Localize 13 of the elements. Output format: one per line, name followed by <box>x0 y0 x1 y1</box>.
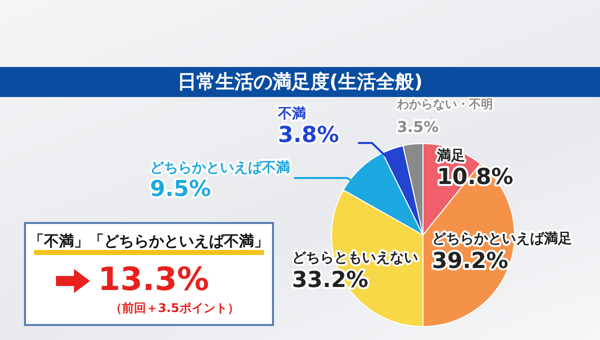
slice-label: 満足 <box>436 148 465 164</box>
text: 「不満」「どちらかといえば不満」 <box>28 232 270 251</box>
slice-label: 不満 <box>277 106 306 122</box>
slice-label: わからない・不明 <box>396 97 493 111</box>
text: 13.3% <box>98 260 210 298</box>
slice-label: どちらかといえば不満 <box>150 160 290 176</box>
data-label: 9.5% <box>150 177 212 202</box>
data-label: 39.2% <box>432 249 508 274</box>
text: （前回＋3.5ポイント） <box>110 300 240 317</box>
data-label: 3.8% <box>278 123 340 148</box>
slice-label: どちらともいえない <box>292 250 418 266</box>
data-label: 3.5% <box>397 118 439 136</box>
chart-title: 日常生活の満足度(生活全般) <box>0 67 600 97</box>
